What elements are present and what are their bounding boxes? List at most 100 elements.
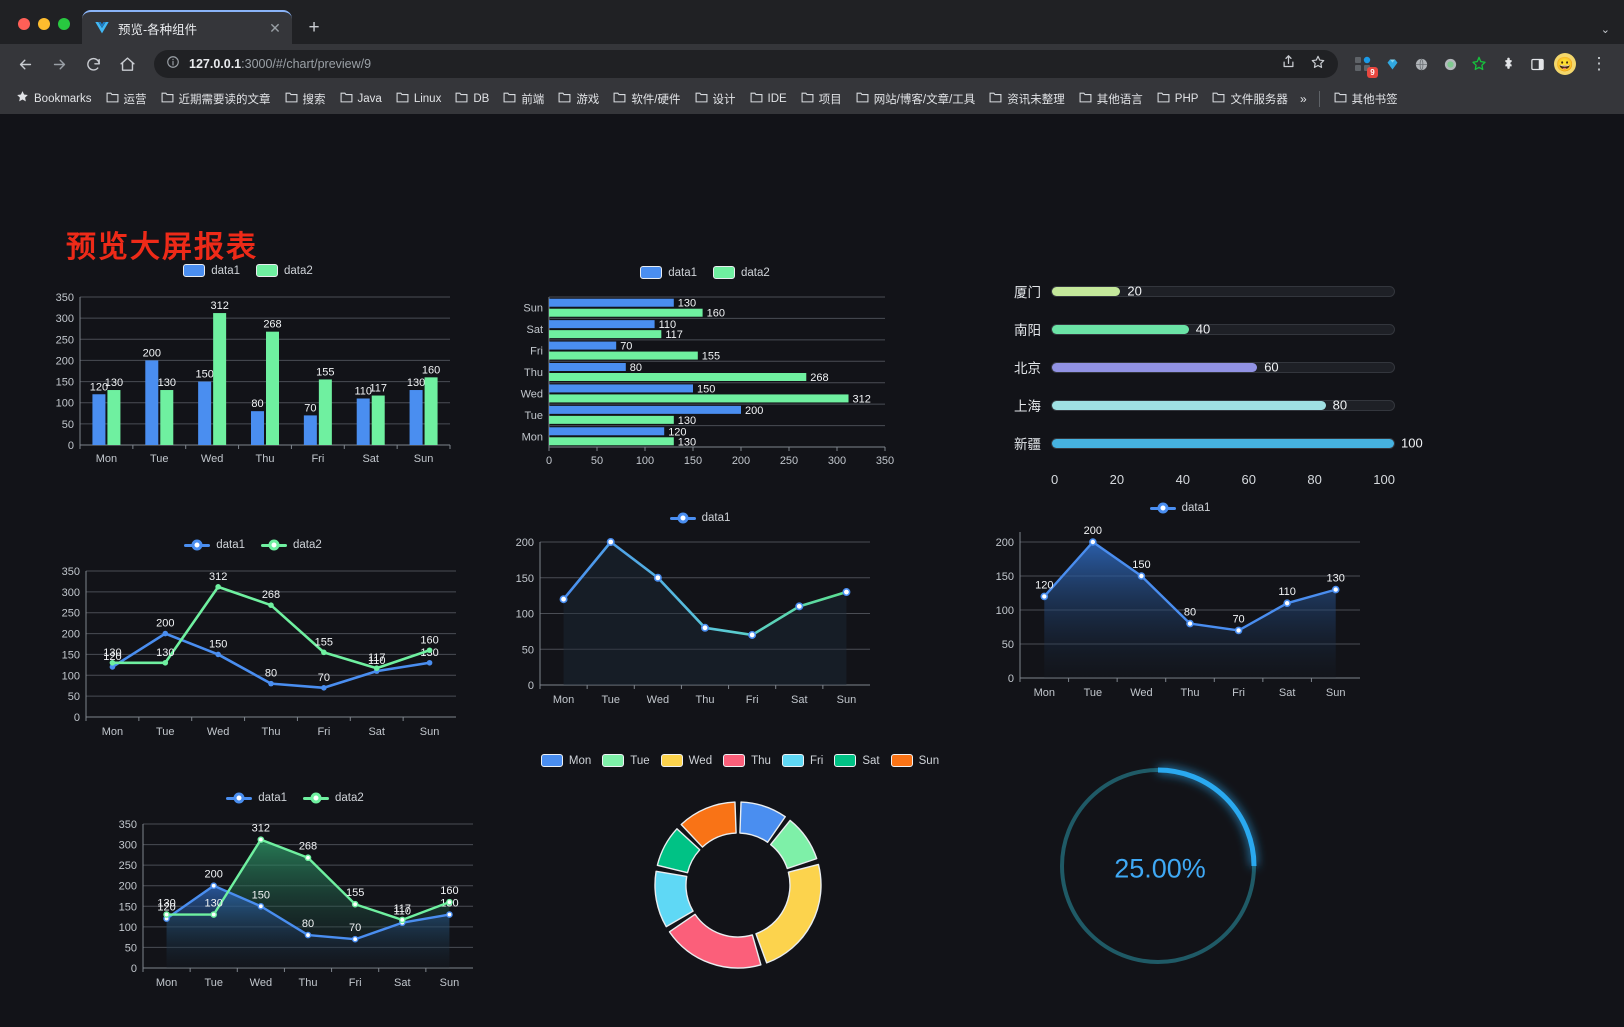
bar[interactable] [198,381,212,445]
bookmark-folder-item[interactable]: 近期需要读的文章 [155,87,277,111]
close-icon[interactable]: ✕ [269,20,281,36]
bar[interactable] [549,363,626,371]
bookmark-folder-item[interactable]: PHP [1151,87,1205,111]
pie-slice[interactable] [656,828,701,874]
bar[interactable] [409,390,423,445]
progress-row[interactable]: 上海 80 [995,386,1395,424]
bar[interactable] [303,415,317,445]
data-point[interactable] [162,630,169,637]
bar[interactable] [549,320,655,329]
bar[interactable] [92,394,106,445]
bar[interactable] [549,384,693,393]
data-point[interactable] [1331,585,1340,594]
data-point[interactable] [351,900,359,908]
progress-track[interactable]: 100 [1051,436,1423,451]
legend-item[interactable]: data1 [184,539,245,551]
chart-progress-bars[interactable]: 厦门 20 南阳 40 北京 60 上海 80 新疆 100 0 20 40 60 80 100 [995,272,1423,488]
reload-button[interactable] [78,49,108,79]
legend-item[interactable]: Wed [660,754,712,767]
legend-item[interactable]: Sat [834,754,880,767]
data-point[interactable] [304,854,312,862]
data-point[interactable] [210,882,218,890]
progress-row[interactable]: 南阳 40 [995,310,1395,348]
data-point[interactable] [1137,572,1146,580]
data-point[interactable] [398,916,406,924]
browser-menu-button[interactable]: ⋮ [1590,54,1608,73]
progress-track[interactable]: 40 [1051,322,1395,337]
bookmark-folder-item[interactable]: 文件服务器 [1206,87,1294,111]
chart-area-stacked[interactable]: data1 data2 0 50 100 150 200 250 300 350 Mon Tue We… [95,792,495,1007]
data-point[interactable] [426,659,433,666]
address-bar[interactable]: 127.0.0.1:3000/#/chart/preview/9 [154,50,1338,78]
bookmark-folder-item[interactable]: IDE [744,87,793,111]
bookmark-folder-item[interactable]: 其他语言 [1073,87,1149,111]
bar[interactable] [549,394,849,403]
data-point[interactable] [373,665,380,671]
bookmark-folder-item[interactable]: 搜索 [279,87,332,111]
data-point[interactable] [606,538,615,547]
pie-slice[interactable] [680,801,737,848]
data-point[interactable] [215,584,221,590]
bar[interactable] [549,298,674,307]
bar[interactable] [107,390,121,445]
data-point[interactable] [210,911,218,918]
legend-item[interactable]: Thu [723,754,771,767]
legend-item[interactable]: data1 [640,266,697,279]
bookmark-folder-item[interactable]: 项目 [795,87,848,111]
diamond-icon[interactable] [1383,55,1401,73]
back-button[interactable] [10,49,40,79]
bar[interactable] [549,330,662,339]
legend-item[interactable]: data2 [256,264,313,277]
chart-legend[interactable]: data1 data2 [38,539,468,551]
legend-item[interactable]: Fri [781,754,823,767]
bookmark-folder-item[interactable]: DB [449,87,495,111]
bookmark-folder-item[interactable]: Java [334,87,388,111]
legend-item[interactable]: data1 [1149,502,1210,514]
green-star-icon[interactable] [1470,55,1488,73]
bookmark-folder-item[interactable]: Linux [390,87,448,111]
bar[interactable] [371,395,385,445]
legend-item[interactable]: Mon [540,754,591,767]
pie-slice[interactable] [668,913,762,969]
data-point[interactable] [1186,619,1194,628]
chart-line-two-series[interactable]: data1 data2 0 50 100 150 200 250 300 350 Mon Tue We… [38,539,468,754]
chart-bar-vertical[interactable]: data1 data2 0 50 100 150 200 250 300 350 Mon 120 13… [38,264,458,484]
bookmark-folder-item[interactable]: 网站/博客/文章/工具 [850,87,982,111]
data-point[interactable] [215,651,221,658]
progress-row[interactable]: 厦门 20 [995,272,1395,310]
bar[interactable] [549,373,807,381]
data-point[interactable] [748,630,757,639]
chevron-down-icon[interactable]: ⌄ [1600,24,1610,36]
pie-slice[interactable] [739,801,786,843]
progress-row[interactable]: 北京 60 [995,348,1395,386]
legend-item[interactable]: data2 [713,266,770,279]
bar[interactable] [549,415,674,424]
chart-legend[interactable]: data1 [500,512,900,524]
chart-legend[interactable]: data1 data2 [38,264,458,277]
bookmark-folder-item[interactable]: 软件/硬件 [607,87,686,111]
close-window-button[interactable] [18,18,30,30]
progress-track[interactable]: 20 [1051,284,1395,299]
legend-item[interactable]: Tue [602,754,650,767]
other-bookmarks-item[interactable]: 其他书签 [1328,87,1404,111]
legend-item[interactable]: data2 [303,792,364,804]
data-point[interactable] [257,836,265,843]
chart-line-smooth[interactable]: data1 0 50 100 150 200 Mon Tue Wed Thu Fri Sat Sun [500,512,900,727]
data-point[interactable] [1089,538,1097,546]
progress-track[interactable]: 60 [1051,360,1395,375]
bookmark-folder-item[interactable]: 设计 [689,87,742,111]
chart-gauge[interactable]: 25.00% [1040,744,1280,994]
data-point[interactable] [446,911,453,918]
pie-slice[interactable] [769,819,818,870]
data-point[interactable] [109,659,116,666]
bookmark-folder-item[interactable]: 前端 [497,87,550,111]
browser-tab[interactable]: 预览-各种组件 ✕ [82,10,292,44]
data-point[interactable] [304,931,312,939]
bookmark-folder-item[interactable]: 运营 [100,87,153,111]
data-point[interactable] [321,685,327,691]
home-button[interactable] [112,49,142,79]
legend-item[interactable]: data1 [669,512,730,524]
bar[interactable] [160,390,174,445]
legend-item[interactable]: Sun [890,754,939,767]
data-point[interactable] [163,911,170,918]
